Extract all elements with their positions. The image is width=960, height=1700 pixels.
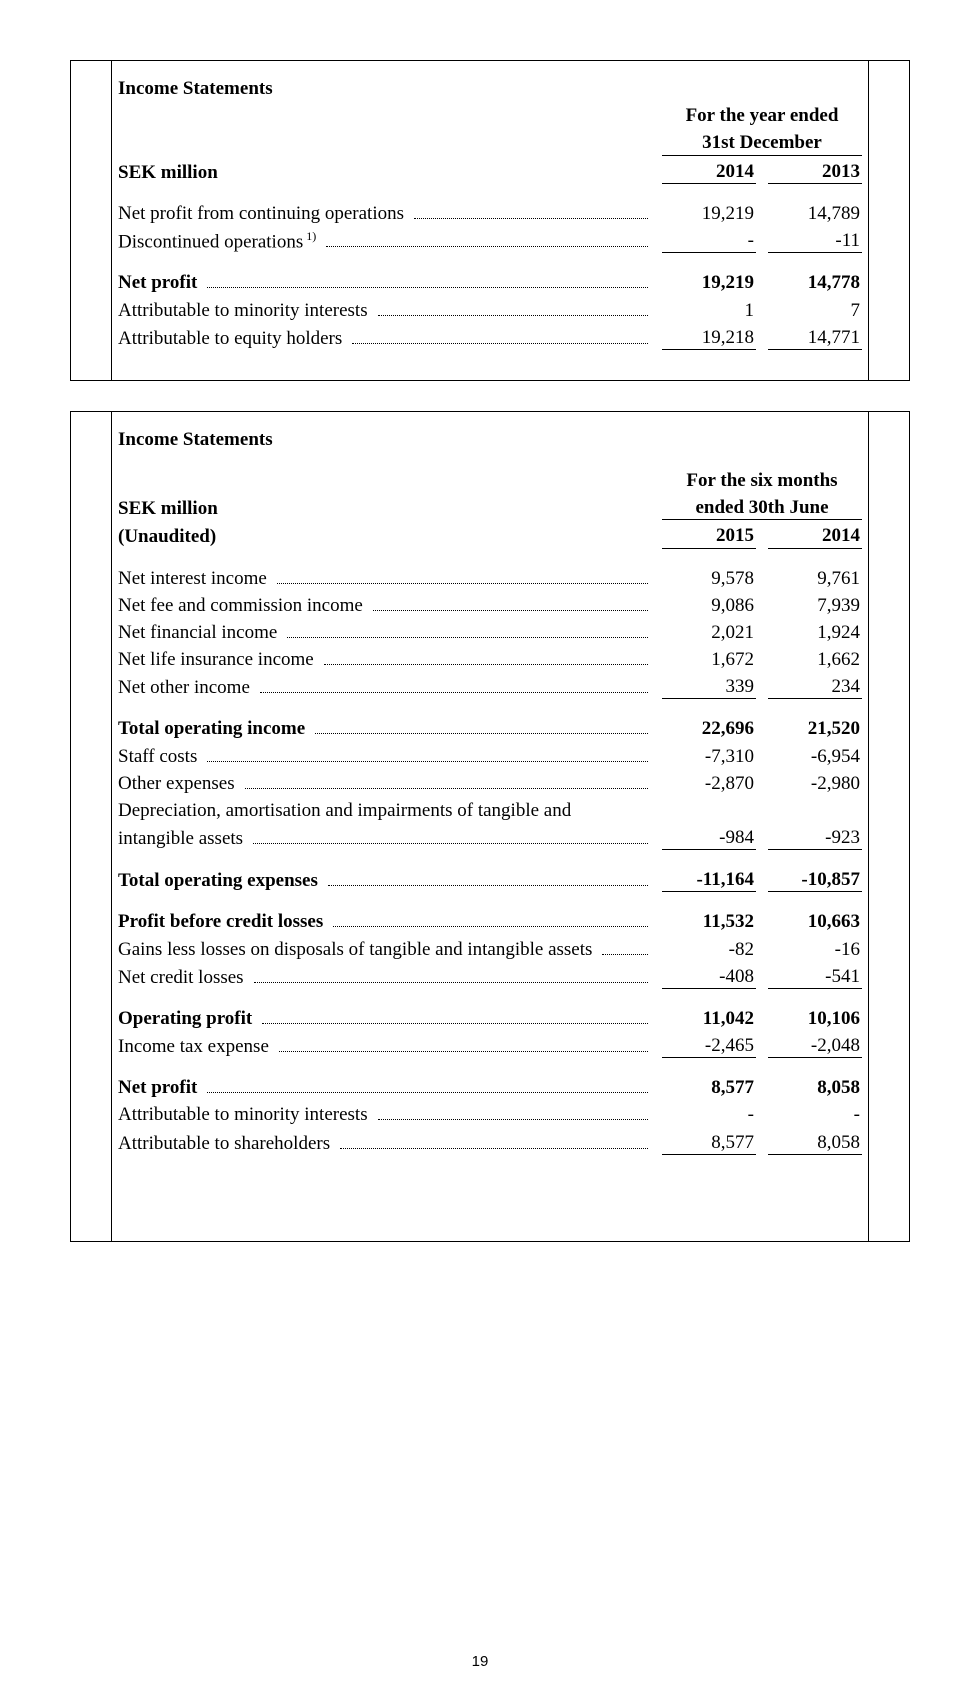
- row-val: -: [662, 229, 756, 253]
- page-number: 19: [0, 1653, 960, 1670]
- year-col-1: 2014: [662, 160, 756, 184]
- row-label: Attributable to minority interests: [118, 299, 368, 322]
- period-header-line1: For the six months: [656, 467, 869, 494]
- income-statements-annual: Income Statements For the year ended 31s…: [71, 61, 909, 380]
- row-label: Attributable to equity holders: [118, 327, 342, 350]
- table2-wrap: Income Statements For the six months SEK…: [70, 411, 910, 1242]
- row-label: Discontinued operations: [118, 231, 303, 252]
- table2-title: Income Statements: [112, 426, 657, 453]
- period-header-line2: 31st December: [662, 131, 862, 155]
- period-header-line2: ended 30th June: [662, 496, 862, 520]
- row-val: -11: [768, 229, 862, 253]
- unit-label: SEK million: [112, 158, 657, 186]
- net-profit-label: Net profit: [118, 271, 197, 294]
- income-statements-interim: Income Statements For the six months SEK…: [71, 412, 909, 1241]
- unaudited: (Unaudited): [112, 522, 657, 550]
- row-val: 14,778: [768, 271, 862, 294]
- page: Income Statements For the year ended 31s…: [0, 0, 960, 1700]
- row-val: 19,219: [662, 271, 756, 294]
- row-label: Net profit from continuing operations: [118, 202, 404, 225]
- row-val: 14,789: [768, 202, 862, 225]
- period-header-line1: For the year ended: [656, 102, 869, 129]
- unit-label: SEK million: [112, 494, 657, 522]
- year-col-2: 2013: [768, 160, 862, 184]
- table1-title: Income Statements: [112, 75, 657, 102]
- row-val: 19,219: [662, 202, 756, 225]
- table1-wrap: Income Statements For the year ended 31s…: [70, 60, 910, 381]
